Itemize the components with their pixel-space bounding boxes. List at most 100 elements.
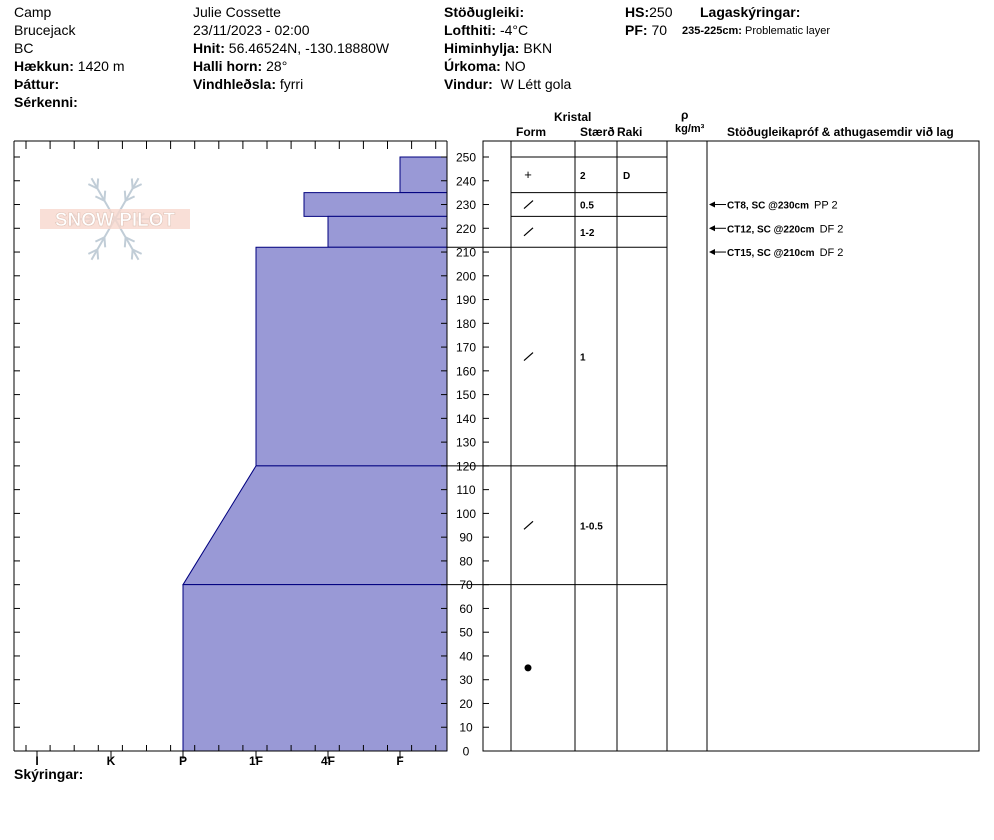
datetime: 23/11/2023 - 02:00 <box>193 22 310 38</box>
features: Sérkenni: <box>14 94 78 110</box>
y-tick-label: 250 <box>456 151 476 165</box>
flake-branch <box>125 195 136 202</box>
flake-arm <box>114 177 140 220</box>
stability-test-code: CT12, SC @220cm <box>727 224 815 235</box>
hardness-segment <box>303 192 448 217</box>
y-tick-label: 100 <box>456 507 476 521</box>
flake-branch <box>103 190 107 201</box>
stability-test-code: CT15, SC @210cm <box>727 248 815 259</box>
x-tick-label: 4F <box>321 754 335 768</box>
legend-label: Skýringar: <box>14 766 84 782</box>
aspect: Þáttur: <box>14 76 60 92</box>
snow-height: HS:250 <box>625 4 673 20</box>
coordinates: Hnit: 56.46524N, -130.18880W <box>193 40 390 56</box>
grain-form-round <box>524 664 532 672</box>
snowpilot-logo: SNOW PILOT <box>40 177 190 261</box>
y-tick-label: 170 <box>456 341 476 355</box>
layer-note-text: Problematic layer <box>745 25 830 37</box>
grain-size: 1-2 <box>580 228 595 239</box>
flake-arm <box>90 218 116 261</box>
flake-branch <box>123 190 127 201</box>
y-tick-label: 80 <box>459 554 473 568</box>
wind-loading: Vindhleðsla: fyrri <box>193 76 304 92</box>
hardness-segment <box>182 465 448 586</box>
flake-branch <box>149 218 160 226</box>
flake-branch <box>149 212 160 220</box>
stability: Stöðugleiki: <box>444 4 525 20</box>
flake-branch <box>85 212 95 220</box>
col-density-unit: kg/m³ <box>675 123 705 135</box>
table-frame <box>482 140 980 752</box>
hardness-segment <box>327 215 448 248</box>
test-arrow-head <box>709 201 715 208</box>
stability-test-code: CT8, SC @230cm <box>727 201 809 212</box>
x-tick-label: 1F <box>249 754 263 768</box>
sky-cover: Himinhylja: BKN <box>444 40 553 56</box>
y-tick-label: 90 <box>459 531 473 545</box>
y-tick-label: 60 <box>459 602 473 616</box>
layer-notes: Lagaskýringar: <box>700 3 800 21</box>
layer-table: +2 D 0.5 1-2 1 1-0.5 <box>447 140 980 752</box>
x-tick-label: P <box>179 754 187 768</box>
y-tick-label: 20 <box>459 697 473 711</box>
y-tick-label: 150 <box>456 388 476 402</box>
precipitation: Úrkoma: NO <box>444 58 526 74</box>
layer-notes-label: Lagaskýringar: <box>700 4 801 20</box>
flake-branch <box>70 212 81 220</box>
flake-branch <box>87 248 98 255</box>
stability-test-comment: DF 2 <box>820 247 844 259</box>
y-tick-label: 10 <box>459 721 473 735</box>
grain-size: 2 <box>580 171 586 182</box>
header-col-1: Camp Brucejack BC Hækkun: 1420 m Þáttur:… <box>14 3 125 111</box>
flake-branch <box>96 249 100 260</box>
col-density-symbol: ρ <box>681 108 689 122</box>
flake-branch <box>123 237 127 248</box>
col-size: Stærð <box>580 125 615 139</box>
hardness-segment <box>255 246 448 467</box>
y-tick-label: 50 <box>459 626 473 640</box>
flake-branch <box>130 178 134 189</box>
y-tick-label: 130 <box>456 436 476 450</box>
elevation: Hækkun: 1420 m <box>14 58 125 74</box>
layer-note-range: 235-225cm: <box>682 25 742 37</box>
y-tick-label: 30 <box>459 673 473 687</box>
y-tick-label: 210 <box>456 246 476 260</box>
header-col-4: HS:250 PF: 70 <box>625 3 672 39</box>
y-tick-label: 140 <box>456 412 476 426</box>
flake-arm <box>114 218 140 261</box>
y-tick-label: 160 <box>456 364 476 378</box>
y-tick-label: 110 <box>456 483 475 497</box>
layer-note-item: 235-225cm: Problematic layer <box>682 22 830 40</box>
col-crystal: Kristal <box>554 110 592 124</box>
flake-branch <box>132 248 143 255</box>
test-arrow-head <box>709 225 715 232</box>
axes: I K P 1F 4F F01020304050607080901001101201301… <box>13 140 489 768</box>
x-tick-label: K <box>107 754 116 768</box>
flake-branch <box>70 218 81 226</box>
flake-arm <box>90 177 116 220</box>
flake-branch <box>132 183 143 190</box>
col-moisture: Raki <box>617 125 643 139</box>
observer: Julie Cossette <box>193 4 281 20</box>
grain-form-faceted <box>523 200 534 209</box>
y-tick-label: 180 <box>456 317 476 331</box>
header-col-3: Stöðugleiki: Lofthiti: -4°C Himinhylja: … <box>444 3 571 93</box>
stability-test-label: CT12, SC @220cm DF 2 <box>727 223 843 235</box>
stability-test-label: CT8, SC @230cm PP 2 <box>727 200 838 212</box>
grain-form-faceted <box>523 520 534 530</box>
x-tick-label: I <box>35 754 38 768</box>
y-tick-label: 200 <box>456 269 476 283</box>
stability-test-comment: PP 2 <box>814 200 838 212</box>
grain-form-faceted <box>523 352 534 362</box>
foot-penetration: PF: 70 <box>625 22 668 38</box>
y-tick-label: 190 <box>456 293 476 307</box>
flake-branch <box>130 249 134 260</box>
col-form: Form <box>516 125 546 139</box>
flake-branch <box>94 236 105 243</box>
grain-size: 0.5 <box>580 201 594 212</box>
test-arrow-head <box>709 249 715 256</box>
header-col-2: Julie Cossette 23/11/2023 - 02:00 Hnit: … <box>193 3 389 93</box>
air-temperature: Lofthiti: -4°C <box>444 22 529 38</box>
flake-branch <box>87 183 98 190</box>
